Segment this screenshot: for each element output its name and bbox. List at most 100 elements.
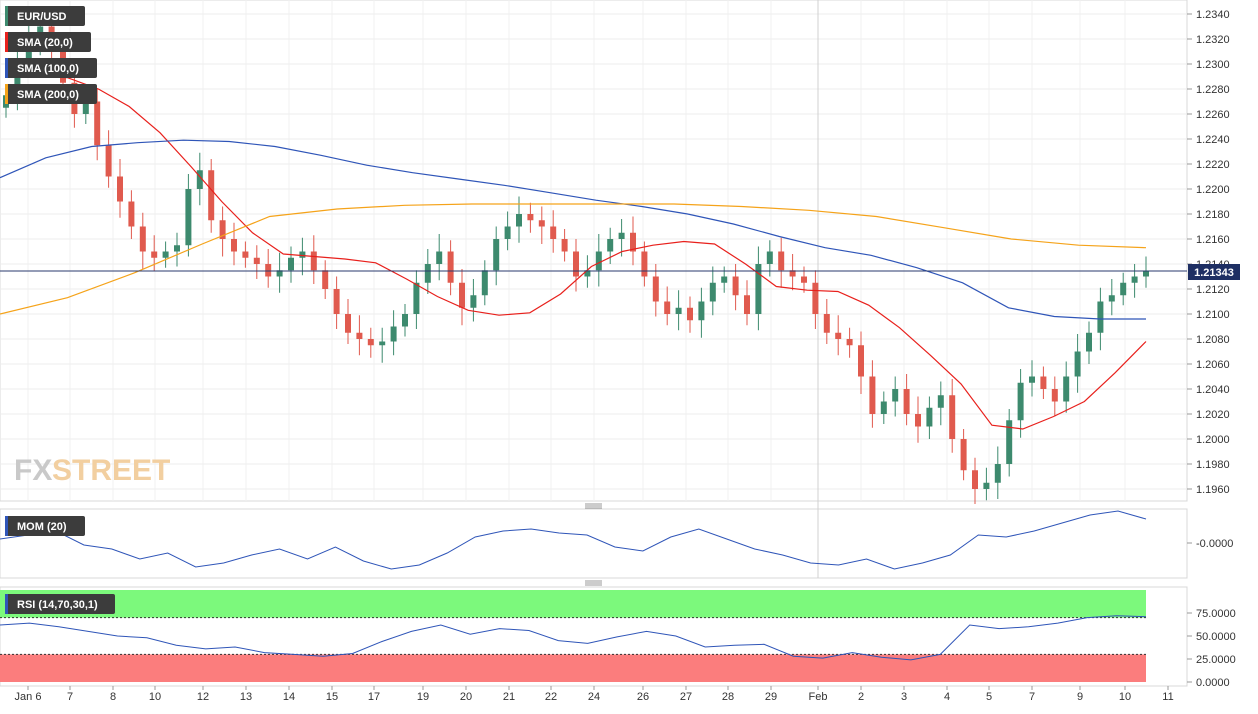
candle-body <box>937 395 944 408</box>
candle-body <box>459 282 465 308</box>
legend-sma100[interactable]: SMA (100,0) <box>5 58 97 78</box>
y-tick-label: 1.2200 <box>1196 184 1230 196</box>
candle-body <box>527 214 534 221</box>
candle-body <box>253 257 260 264</box>
candle-body <box>641 251 648 277</box>
candle-body <box>903 389 910 414</box>
candle-body <box>1108 295 1115 302</box>
x-tick-label: 29 <box>765 691 777 703</box>
x-tick-label: 14 <box>283 691 295 703</box>
legend-rsi[interactable]: RSI (14,70,30,1) <box>5 594 115 614</box>
x-tick-label: 24 <box>588 691 600 703</box>
x-tick-label: Feb <box>809 691 828 703</box>
x-tick-label: 3 <box>901 691 907 703</box>
candle-body <box>835 332 842 339</box>
candles-group <box>3 9 1149 504</box>
y-tick-label: 1.2320 <box>1196 34 1230 46</box>
rsi-tick-label: 0.0000 <box>1196 677 1230 689</box>
x-tick-label: 7 <box>67 691 73 703</box>
candle-body <box>174 245 180 252</box>
panel-resize-handle[interactable] <box>585 580 602 586</box>
candle-body <box>151 251 158 258</box>
x-tick-label: 4 <box>944 691 950 703</box>
x-tick-label: 27 <box>680 691 692 703</box>
svg-text:MOM (20): MOM (20) <box>17 521 67 533</box>
legend-sma200[interactable]: SMA (200,0) <box>5 84 97 104</box>
candle-body <box>504 226 511 239</box>
current-price-label: 1.21343 <box>1194 267 1234 279</box>
x-tick-label: 19 <box>417 691 429 703</box>
x-tick-label: 7 <box>1029 691 1035 703</box>
svg-text:EUR/USD: EUR/USD <box>17 11 67 23</box>
candle-body <box>424 264 431 283</box>
candle-body <box>1131 276 1138 283</box>
candle-body <box>983 482 990 489</box>
rsi-oversold-zone <box>0 654 1146 682</box>
candle-body <box>994 464 1001 483</box>
candle-body <box>607 239 614 252</box>
y-tick-label: 1.2000 <box>1196 434 1230 446</box>
svg-text:SMA (200,0): SMA (200,0) <box>17 89 79 101</box>
candle-body <box>926 407 933 427</box>
mom-line <box>0 510 1147 570</box>
svg-text:RSI (14,70,30,1): RSI (14,70,30,1) <box>17 599 98 611</box>
candle-body <box>766 251 773 264</box>
y-tick-label: 1.2060 <box>1196 359 1230 371</box>
candle-body <box>208 170 215 221</box>
x-tick-label: 20 <box>460 691 472 703</box>
candle-body <box>196 170 203 189</box>
sma-line-1 <box>0 139 1146 320</box>
y-tick-label: 1.2300 <box>1196 59 1230 71</box>
x-tick-label: 21 <box>503 691 515 703</box>
rsi-tick-label: 25.0000 <box>1196 654 1236 666</box>
candle-body <box>367 339 374 346</box>
panel-resize-handle[interactable] <box>585 503 602 509</box>
candle-body <box>915 414 921 427</box>
x-tick-label: 10 <box>149 691 161 703</box>
x-tick-label: 2 <box>858 691 864 703</box>
y-tick-label: 1.2020 <box>1196 409 1230 421</box>
candle-body <box>595 251 602 271</box>
y-tick-label: 1.2120 <box>1196 284 1230 296</box>
mom-tick-label: -0.0000 <box>1196 538 1233 550</box>
x-tick-label: 26 <box>637 691 649 703</box>
candle-body <box>493 239 500 271</box>
candle-body <box>436 251 443 264</box>
candle-body <box>687 307 693 321</box>
y-tick-label: 1.2160 <box>1196 234 1230 246</box>
candle-body <box>402 314 408 327</box>
x-tick-label: 13 <box>240 691 252 703</box>
candle-body <box>584 270 591 277</box>
fxstreet-logo: FX STREET <box>14 454 170 487</box>
candle-body <box>379 341 386 346</box>
y-tick-label: 1.2040 <box>1196 384 1230 396</box>
legend-mom[interactable]: MOM (20) <box>5 516 85 536</box>
rsi-tick-label: 75.0000 <box>1196 608 1236 620</box>
rsi-line <box>0 615 1147 661</box>
candle-body <box>846 339 853 346</box>
candle-body <box>481 270 488 296</box>
svg-text:SMA (100,0): SMA (100,0) <box>17 63 79 75</box>
candle-body <box>413 282 420 314</box>
candle-body <box>858 345 864 377</box>
candle-body <box>1120 282 1127 296</box>
candle-body <box>1086 332 1092 352</box>
momentum-panel <box>0 508 1188 579</box>
candle-body <box>162 251 169 258</box>
candle-body <box>14 64 21 96</box>
candle-body <box>333 289 340 314</box>
candle-body <box>128 201 135 227</box>
y-tick-label: 1.2340 <box>1196 9 1230 21</box>
candle-body <box>1074 351 1081 377</box>
current-price-tag <box>1188 264 1240 280</box>
legend-symbol[interactable]: EUR/USD <box>5 6 85 26</box>
x-tick-label: 5 <box>986 691 992 703</box>
y-tick-label: 1.2240 <box>1196 134 1230 146</box>
candle-body <box>561 239 568 252</box>
candle-body <box>550 226 557 239</box>
candle-body <box>869 376 876 414</box>
rsi-overbought-zone <box>0 590 1146 618</box>
legend-sma20[interactable]: SMA (20,0) <box>5 32 91 52</box>
candle-body <box>721 276 728 283</box>
